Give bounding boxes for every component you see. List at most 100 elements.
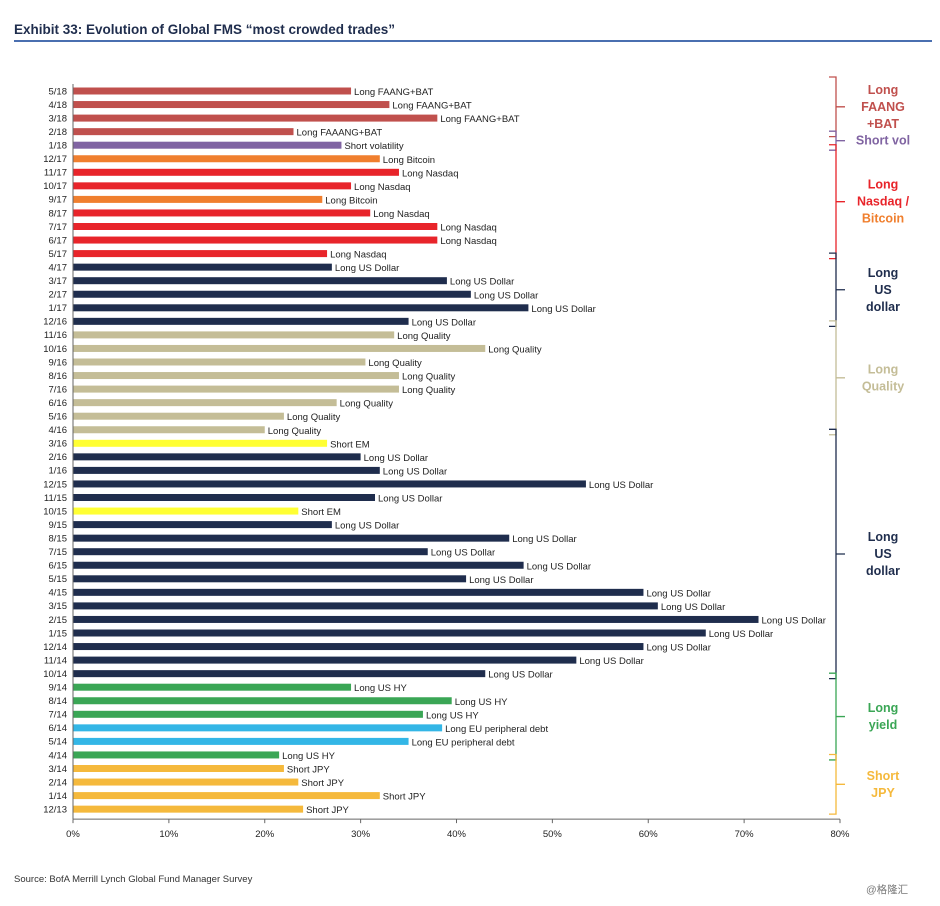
y-tick-label: 7/15: [49, 547, 68, 558]
bar: [73, 792, 380, 800]
bar: [73, 385, 399, 393]
y-tick-label: 8/14: [49, 696, 68, 707]
y-tick-label: 5/16: [49, 412, 68, 423]
bar-label: Long FAANG+BAT: [440, 114, 519, 125]
y-tick-label: 7/17: [49, 222, 68, 233]
bar: [73, 507, 299, 515]
bar: [73, 372, 399, 380]
group-label: Short vol: [856, 134, 910, 148]
y-tick-label: 8/17: [49, 208, 68, 219]
y-tick-label: 5/18: [49, 86, 68, 97]
x-tick-label: 0%: [66, 829, 80, 840]
y-tick-label: 10/17: [43, 181, 67, 192]
y-tick-label: 3/17: [49, 276, 68, 287]
bar: [73, 236, 438, 244]
bar: [73, 412, 284, 420]
bar: [73, 615, 759, 623]
bar-label: Long US HY: [455, 697, 508, 708]
bar-label: Long Quality: [402, 372, 456, 383]
bar: [73, 209, 371, 217]
y-tick-label: 1/18: [49, 141, 68, 152]
bar-label: Long US Dollar: [474, 290, 538, 301]
bar: [73, 588, 644, 596]
bar-series: 5/18 Long FAANG+BAT 4/18 Long FAANG+BAT 3/18…: [43, 86, 826, 816]
bar-label: Long Bitcoin: [325, 195, 377, 206]
bar-label: Long EU peripheral debt: [412, 737, 515, 748]
bar-label: Long US Dollar: [579, 656, 643, 667]
y-tick-label: 3/18: [49, 113, 68, 124]
bar: [73, 317, 409, 325]
bar-label: Long Nasdaq: [330, 250, 387, 261]
y-tick-label: 2/14: [49, 777, 68, 788]
group-label: Nasdaq /: [857, 195, 910, 209]
bar: [73, 277, 447, 285]
bar: [73, 534, 510, 542]
group-label: yield: [869, 718, 898, 732]
bar: [73, 737, 409, 745]
y-tick-label: 5/17: [49, 249, 68, 260]
bar: [73, 195, 323, 203]
bar: [73, 765, 284, 772]
y-tick-label: 6/14: [49, 723, 68, 734]
bar-label: Long US Dollar: [364, 453, 428, 464]
bar-label: Long US Dollar: [488, 670, 552, 681]
bar-label: Long FAANG+BAT: [392, 101, 471, 112]
crowded-trades-bar-chart: Long FAANG +BAT Short vol Long Nasdaq / Bitcoi…: [43, 76, 910, 840]
x-tick-label: 70%: [735, 829, 755, 840]
y-tick-label: 12/16: [43, 317, 67, 328]
y-tick-label: 12/13: [43, 804, 67, 815]
bar-label: Short JPY: [301, 778, 344, 789]
bar-label: Short EM: [301, 507, 341, 518]
group-label: Bitcoin: [862, 212, 904, 226]
group-label: Long: [868, 178, 899, 192]
group-bracket: [829, 753, 845, 815]
bar: [73, 399, 337, 407]
bar: [73, 128, 294, 136]
y-tick-label: 9/16: [49, 357, 68, 368]
y-tick-label: 5/15: [49, 574, 68, 585]
y-tick-label: 6/17: [49, 235, 68, 246]
y-tick-label: 2/18: [49, 127, 68, 138]
bar: [73, 223, 438, 230]
bar-label: Short JPY: [306, 805, 349, 816]
bar-label: Long Nasdaq: [373, 209, 430, 220]
y-tick-label: 10/15: [43, 506, 67, 517]
bar-label: Long FAAANG+BAT: [297, 128, 383, 139]
source-note: Source: BofA Merrill Lynch Global Fund M…: [14, 874, 253, 885]
bar-label: Long US Dollar: [378, 494, 442, 505]
title-divider: [14, 40, 932, 42]
bar-label: Long FAANG+BAT: [354, 87, 433, 98]
bar: [73, 87, 352, 95]
bar-label: Long US Dollar: [646, 588, 710, 599]
group-bracket: [829, 76, 845, 138]
bar: [73, 466, 380, 474]
y-tick-label: 2/15: [49, 615, 68, 626]
bar: [73, 629, 706, 637]
group-label: dollar: [866, 300, 900, 314]
group-label: US: [874, 547, 891, 561]
bar-label: Long US Dollar: [469, 575, 533, 586]
y-tick-label: 7/16: [49, 384, 68, 395]
y-tick-label: 10/14: [43, 669, 67, 680]
group-label: Long: [868, 266, 899, 280]
bar-label: Long Nasdaq: [402, 168, 459, 179]
group-bracket: [829, 672, 845, 761]
bar: [73, 358, 366, 366]
group-label: FAANG: [861, 100, 905, 114]
bar: [73, 263, 332, 271]
y-tick-label: 3/16: [49, 439, 68, 450]
bar-label: Long US Dollar: [531, 304, 595, 315]
bar-label: Long US HY: [282, 751, 335, 762]
y-tick-label: 1/17: [49, 303, 68, 314]
y-tick-label: 7/14: [49, 710, 68, 721]
y-tick-label: 3/14: [49, 764, 68, 775]
bar: [73, 426, 265, 434]
bar-label: Long Quality: [368, 358, 422, 369]
bar: [73, 290, 471, 298]
x-tick-label: 10%: [159, 829, 179, 840]
group-bracket: [829, 252, 845, 327]
bar-label: Short volatility: [344, 141, 403, 152]
bar: [73, 670, 486, 678]
bar-label: Long US Dollar: [589, 480, 653, 491]
bar-label: Long US Dollar: [512, 534, 576, 545]
